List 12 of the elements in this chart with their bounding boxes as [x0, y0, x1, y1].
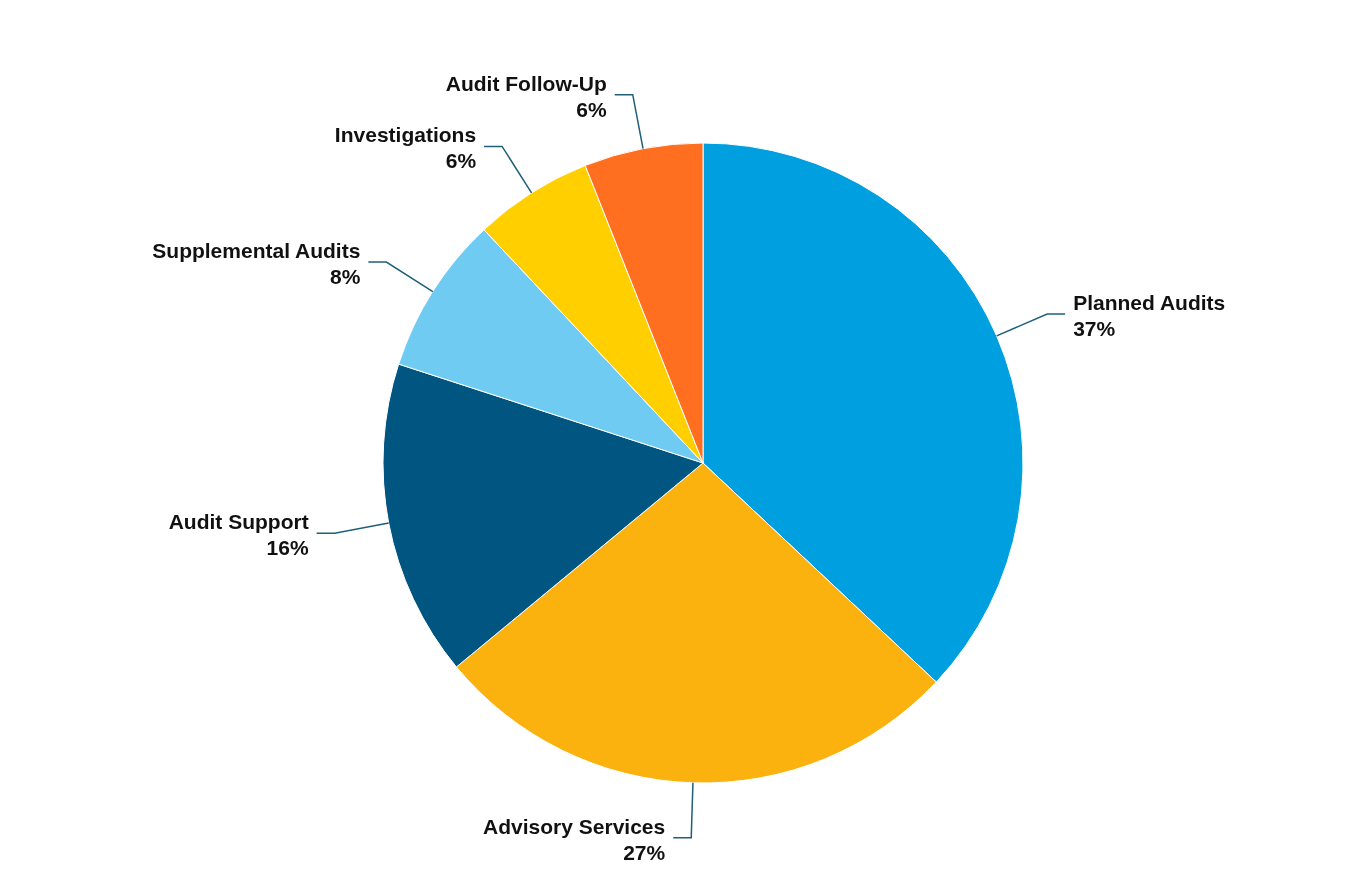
data-label: 37%	[1073, 317, 1116, 341]
data-label: 27%	[623, 840, 666, 864]
slice-label: Supplemental Audits	[152, 239, 361, 263]
slice-label: Planned Audits	[1073, 291, 1226, 315]
slice-label: Investigations	[334, 123, 477, 147]
slice-label: Audit Follow-Up	[445, 71, 607, 95]
data-label: 16%	[266, 536, 309, 560]
data-label: 6%	[576, 97, 608, 121]
data-label: 8%	[330, 265, 361, 289]
slice-label: Advisory Services	[483, 814, 666, 838]
data-label: 6%	[445, 149, 477, 173]
slice-label: Audit Support	[168, 510, 309, 534]
